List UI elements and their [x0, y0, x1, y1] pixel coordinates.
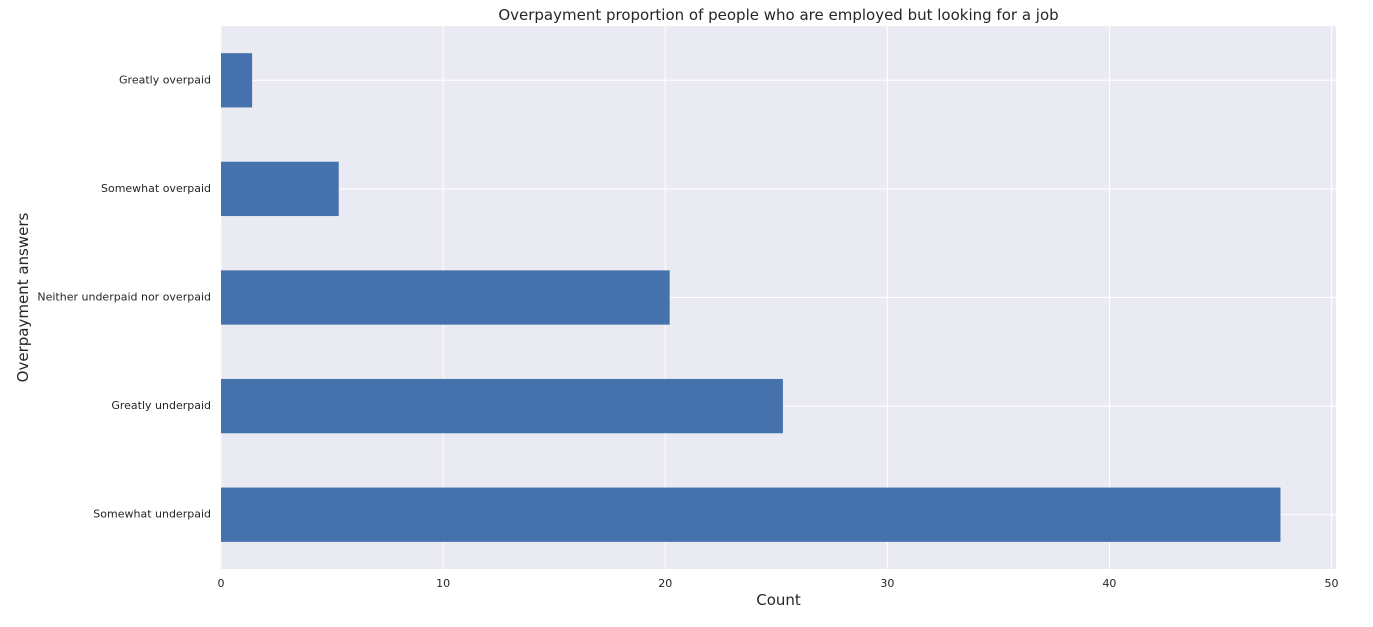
bar-2 — [221, 270, 670, 325]
bar-0 — [221, 53, 253, 108]
bar-3 — [221, 378, 783, 434]
category-label-4: Somewhat underpaid — [93, 508, 211, 521]
bar-1 — [221, 161, 339, 217]
x-tick-label-3: 30 — [880, 577, 894, 590]
bar-4 — [221, 487, 1281, 542]
x-tick-label-0: 0 — [218, 577, 225, 590]
chart-title: Overpayment proportion of people who are… — [498, 6, 1058, 24]
x-tick-label-4: 40 — [1102, 577, 1116, 590]
x-tick-label-2: 20 — [658, 577, 672, 590]
x-axis-label: Count — [756, 591, 801, 609]
bars — [221, 53, 1281, 542]
category-labels: Greatly overpaid Somewhat overpaid Neither… — [37, 73, 211, 520]
category-label-0: Greatly overpaid — [119, 73, 211, 86]
y-axis-label: Overpayment answers — [14, 212, 32, 382]
category-label-3: Greatly underpaid — [111, 399, 211, 412]
x-tick-label-1: 10 — [436, 577, 450, 590]
x-tick-labels: 0 10 20 30 40 50 — [218, 577, 1339, 590]
category-label-2: Neither underpaid nor overpaid — [37, 291, 211, 304]
category-label-1: Somewhat overpaid — [101, 182, 211, 195]
x-tick-label-5: 50 — [1325, 577, 1339, 590]
